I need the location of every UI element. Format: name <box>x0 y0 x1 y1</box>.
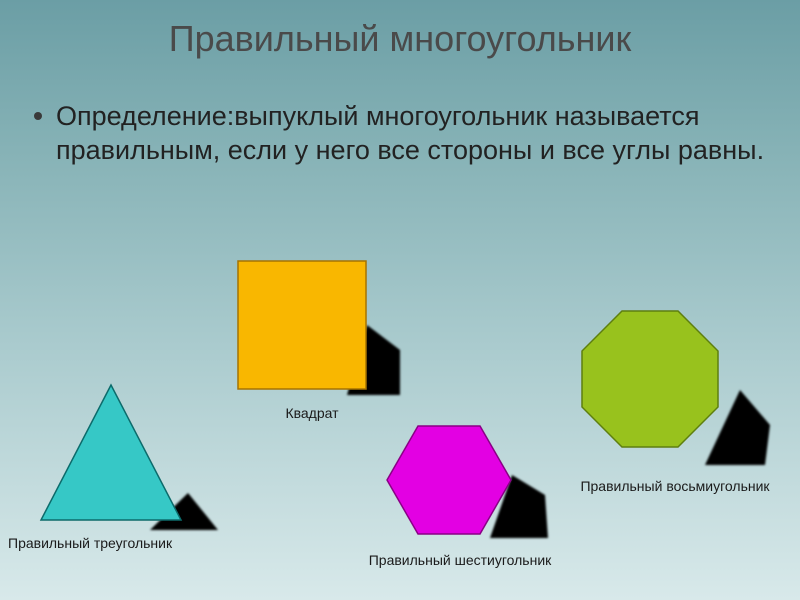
bullet-icon <box>34 112 42 120</box>
hexagon-icon <box>380 420 560 560</box>
triangle-label: Правильный треугольник <box>8 535 228 551</box>
triangle-icon <box>33 380 223 555</box>
hexagon-label: Правильный шестиугольник <box>340 552 580 568</box>
octagon-icon <box>570 305 780 490</box>
square-icon <box>232 255 407 425</box>
octagon-shape <box>582 311 718 447</box>
shape-square <box>232 255 407 430</box>
shape-octagon <box>570 305 780 495</box>
shape-triangle <box>33 380 223 560</box>
hexagon-shape <box>387 426 511 534</box>
triangle-shape <box>41 385 181 520</box>
square-label: Квадрат <box>252 405 372 421</box>
page-title: Правильный многоугольник <box>0 0 800 60</box>
square-shape <box>238 261 366 389</box>
definition-text: Определение:выпуклый многоугольник назыв… <box>56 100 770 168</box>
shape-hexagon <box>380 420 560 565</box>
octagon-label: Правильный восьмиугольник <box>555 478 795 494</box>
definition-block: Определение:выпуклый многоугольник назыв… <box>34 100 770 168</box>
